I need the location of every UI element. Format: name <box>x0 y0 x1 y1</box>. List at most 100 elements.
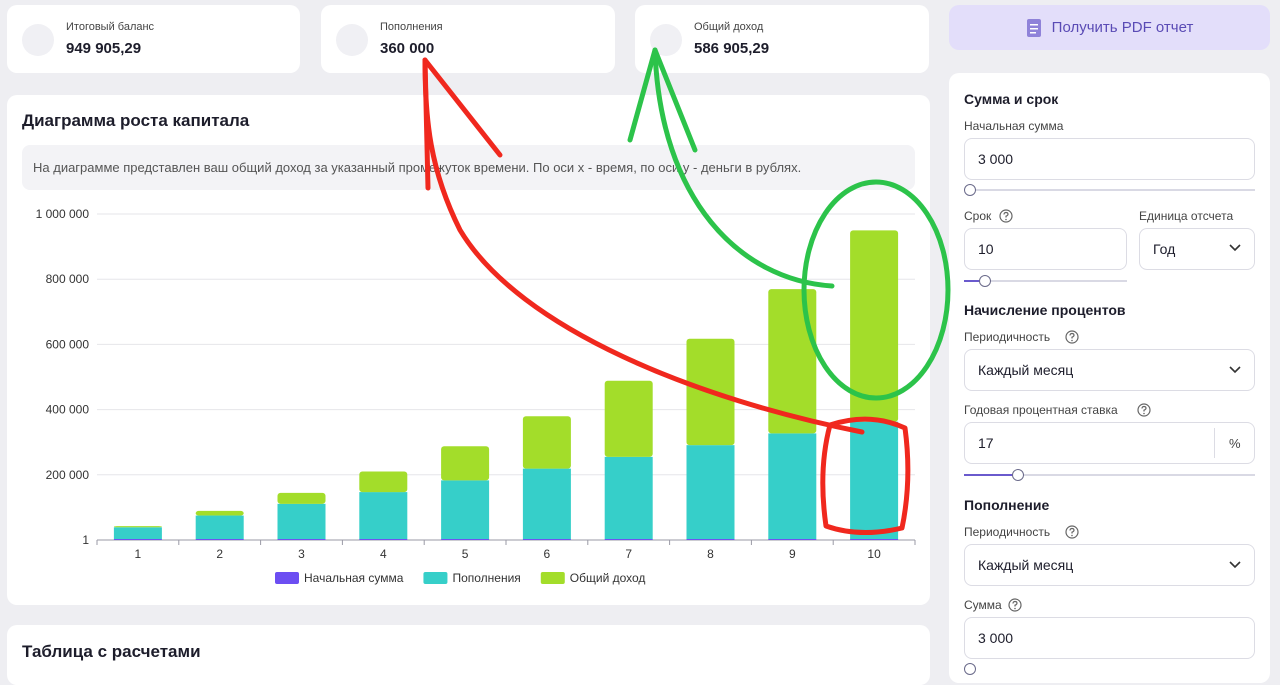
bar-segment <box>359 539 408 540</box>
x-tick-label: 10 <box>867 547 881 561</box>
page: Калькулятор html, body { margin: 0; padd… <box>7 5 1270 685</box>
table-card: Таблица с расчетами <box>7 625 930 685</box>
stat-card: Общий доход 586 905,29 <box>635 5 929 73</box>
stat-card: Пополнения 360 000 <box>321 5 615 73</box>
pdf-icon <box>1026 19 1041 38</box>
bar-segment <box>604 380 653 457</box>
bar-segment <box>604 539 653 540</box>
unit-label: % <box>1229 436 1241 451</box>
unit-divider <box>1214 428 1215 458</box>
slider-knob[interactable] <box>1012 469 1024 481</box>
slider-knob[interactable] <box>964 184 976 196</box>
stat-value: 586 905,29 <box>694 40 770 57</box>
bar-segment <box>850 539 899 540</box>
slider-fill <box>964 474 1018 476</box>
amount-input[interactable]: 3 000 <box>964 138 1255 180</box>
bar-segment <box>441 480 490 540</box>
field-label: Начальная сумма <box>964 119 1064 133</box>
y-tick-label: 800 000 <box>46 272 90 286</box>
legend-swatch <box>275 572 299 584</box>
legend-swatch <box>423 572 448 584</box>
help-icon[interactable] <box>1065 330 1079 344</box>
bar-segment <box>359 471 408 493</box>
stat-label: Общий доход <box>694 21 764 33</box>
field-label: Периодичность <box>964 330 1051 344</box>
bar-segment <box>441 446 490 481</box>
stat-value: 360 000 <box>380 40 435 57</box>
chart-title: Диаграмма роста капитала <box>22 111 250 130</box>
y-tick-label: 400 000 <box>46 403 90 417</box>
slider-fill <box>964 280 984 282</box>
y-tick-label: 600 000 <box>46 337 90 351</box>
bar-segment <box>768 433 817 540</box>
field-label: Единица отсчета <box>1139 209 1234 223</box>
bar-segment <box>195 539 244 540</box>
x-tick-label: 8 <box>707 547 714 561</box>
field-label: Сумма <box>964 598 1002 612</box>
page-body: {"stats": [ {"label": "Итоговый баланс",… <box>7 5 1270 685</box>
help-icon[interactable] <box>1065 525 1079 539</box>
help-icon[interactable] <box>1008 598 1022 612</box>
bar-segment <box>604 456 653 540</box>
bar-segment <box>277 539 326 540</box>
slider-track <box>970 280 1127 282</box>
bar-segment <box>113 527 162 540</box>
bar-segment <box>768 539 817 540</box>
bar-segment <box>277 503 326 540</box>
deposit-input[interactable]: 3 000 <box>964 617 1255 659</box>
bar-segment <box>522 468 571 540</box>
y-tick-label: 1 000 000 <box>36 207 90 221</box>
y-tick-label: 200 000 <box>46 468 90 482</box>
bar-segment <box>850 230 899 422</box>
stat-value: 949 905,29 <box>66 40 142 57</box>
x-tick-label: 4 <box>380 547 387 561</box>
x-tick-label: 6 <box>544 547 551 561</box>
x-tick-label: 7 <box>625 547 632 561</box>
bar-segment <box>359 492 408 540</box>
x-tick-label: 3 <box>298 547 305 561</box>
bar-segment <box>850 421 899 540</box>
legend-swatch <box>540 572 565 584</box>
section-title: Сумма и срок <box>964 91 1059 107</box>
stat-label: Итоговый баланс <box>66 21 155 33</box>
rate-input[interactable]: 17 <box>964 422 1255 464</box>
x-tick-label: 1 <box>135 547 142 561</box>
bar-segment <box>113 526 162 528</box>
section-title: Начисление процентов <box>964 302 1126 318</box>
unit-select[interactable]: Год <box>1139 228 1255 270</box>
stat-icon <box>336 24 368 56</box>
bar-segment <box>686 539 735 540</box>
stat-icon <box>650 24 682 56</box>
help-icon[interactable] <box>999 209 1013 223</box>
section-title: Пополнение <box>964 497 1050 513</box>
bar-segment <box>686 338 735 446</box>
y-tick-label: 1 <box>82 533 89 547</box>
bar-segment <box>277 492 326 504</box>
bar-segment <box>768 289 817 434</box>
help-icon[interactable] <box>1137 403 1151 417</box>
bar-segment <box>522 539 571 540</box>
term-input[interactable]: 10 <box>964 228 1127 270</box>
legend-label: Пополнения <box>452 571 520 585</box>
field-label: Периодичность <box>964 525 1051 539</box>
table-title: Таблица с расчетами <box>22 642 201 661</box>
field-label: Срок <box>964 209 992 223</box>
period-select[interactable]: Каждый месяц <box>964 349 1255 391</box>
legend-label: Общий доход <box>570 571 646 585</box>
period-select[interactable]: Каждый месяц <box>964 544 1255 586</box>
stat-card: Итоговый баланс 949 905,29 <box>7 5 300 73</box>
pdf-button[interactable]: Получить PDF отчет <box>949 5 1270 50</box>
pdf-button-label: Получить PDF отчет <box>1051 19 1194 36</box>
bar-segment <box>195 510 244 516</box>
stat-icon <box>22 24 54 56</box>
slider-knob[interactable] <box>964 663 976 675</box>
slider-track <box>970 474 1255 476</box>
chevron <box>1229 561 1241 569</box>
bar-segment <box>441 539 490 540</box>
slider-knob[interactable] <box>979 275 991 287</box>
legend-label: Начальная сумма <box>304 571 404 585</box>
bar-segment <box>113 539 162 540</box>
chevron <box>1229 244 1241 252</box>
bar-segment <box>522 416 571 469</box>
x-tick-label: 5 <box>462 547 469 561</box>
